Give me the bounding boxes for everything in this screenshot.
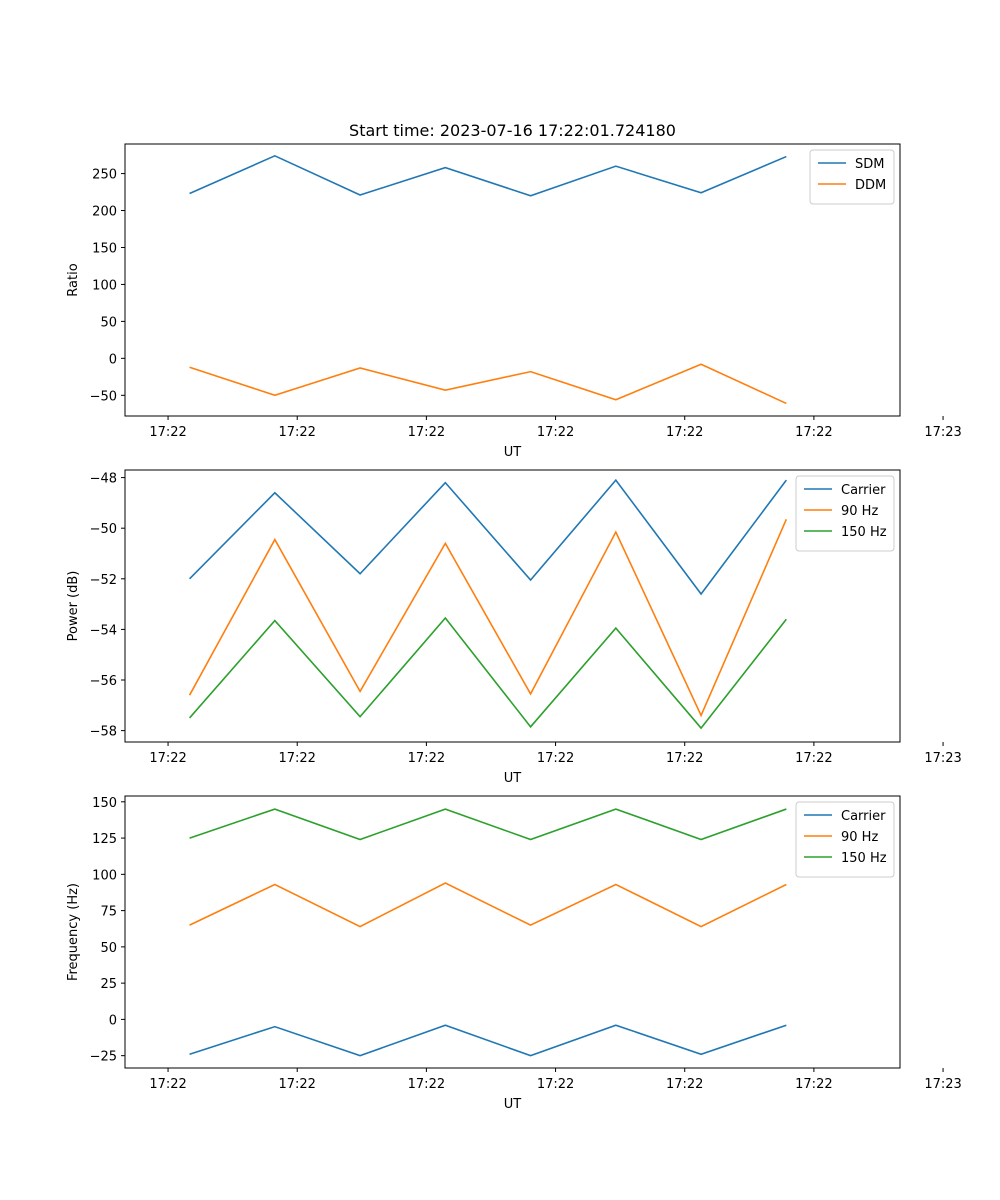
x-axis-label: UT [504, 771, 522, 786]
legend-box [795, 475, 895, 552]
legend-label: Carrier [841, 809, 886, 824]
series-line-carrier [189, 1024, 787, 1057]
legend-label: 90 Hz [841, 504, 878, 519]
y-tick-label: −48 [90, 472, 117, 487]
y-tick-label: −58 [90, 725, 117, 740]
series-line-ddm [189, 363, 787, 405]
y-tick-label: −25 [90, 1050, 117, 1065]
y-axis-label: Ratio [66, 263, 81, 296]
y-tick-label: −50 [90, 389, 117, 404]
series-line-90-hz [189, 882, 787, 928]
y-tick-label: 125 [92, 832, 117, 847]
x-tick-label: 17:22 [537, 425, 574, 440]
x-tick-label: 17:23 [924, 1077, 961, 1092]
x-tick-label: 17:23 [924, 425, 961, 440]
x-axis-label: UT [504, 445, 522, 460]
legend: Carrier 90 Hz 150 Hz [795, 475, 895, 552]
x-tick-label: 17:22 [795, 1077, 832, 1092]
y-tick-label: −56 [90, 674, 117, 689]
legend: SDM DDM [809, 149, 895, 205]
series-line-90-hz [188, 519, 788, 718]
legend-label: 150 Hz [841, 851, 887, 866]
x-tick-label: 17:22 [666, 751, 703, 766]
y-tick-label: −52 [90, 573, 117, 588]
series-line-sdm [189, 154, 787, 197]
x-tick-label: 17:23 [924, 751, 961, 766]
axes-frame [124, 795, 901, 1069]
axes-frame [124, 143, 901, 417]
chart-panel-1: Start time: 2023-07-16 17:22:01.724180 17… [66, 121, 962, 460]
y-tick-label: −54 [90, 623, 117, 638]
y-tick-label: 75 [100, 905, 117, 920]
y-tick-label: 250 [92, 168, 117, 183]
x-axis-label: UT [504, 1097, 522, 1112]
chart-panel-2: 17:22 17:22 17:22 17:22 17:22 17:22 17:23 −58 −5… [66, 469, 962, 786]
legend: Carrier 90 Hz 150 Hz [795, 801, 895, 878]
y-tick-label: −50 [90, 522, 117, 537]
y-axis-label: Frequency (Hz) [66, 883, 81, 981]
y-tick-label: 0 [109, 1013, 117, 1028]
series-line-150-hz [189, 808, 787, 841]
chart-title: Start time: 2023-07-16 17:22:01.724180 [349, 121, 676, 140]
chart-panel-3: 17:22 17:22 17:22 17:22 17:22 17:22 17:23 −25 0 2… [66, 795, 962, 1112]
y-tick-label: 0 [109, 352, 117, 367]
y-tick-label: 50 [100, 941, 117, 956]
y-tick-label: 100 [92, 278, 117, 293]
y-tick-label: 150 [92, 241, 117, 256]
legend-label: Carrier [841, 483, 886, 498]
x-tick-label: 17:22 [537, 1077, 574, 1092]
series-line-carrier [189, 478, 787, 596]
x-tick-label: 17:22 [278, 425, 315, 440]
y-tick-label: 200 [92, 205, 117, 220]
legend-label: SDM [855, 157, 884, 172]
x-tick-label: 17:22 [408, 425, 445, 440]
y-axis-label: Power (dB) [66, 571, 81, 642]
y-tick-label: 150 [92, 796, 117, 811]
y-tick-label: 50 [100, 315, 117, 330]
series-line-150-hz [188, 616, 787, 730]
x-tick-label: 17:22 [149, 1077, 186, 1092]
axes-frame [124, 469, 901, 743]
x-tick-label: 17:22 [149, 751, 186, 766]
x-tick-label: 17:22 [278, 1077, 315, 1092]
legend-label: 90 Hz [841, 830, 878, 845]
x-tick-label: 17:22 [408, 751, 445, 766]
x-tick-label: 17:22 [408, 1077, 445, 1092]
x-tick-label: 17:22 [666, 1077, 703, 1092]
x-tick-label: 17:22 [795, 751, 832, 766]
x-tick-label: 17:22 [795, 425, 832, 440]
y-tick-label: 25 [100, 977, 117, 992]
legend-label: 150 Hz [841, 525, 887, 540]
x-tick-label: 17:22 [149, 425, 186, 440]
legend-label: DDM [855, 178, 886, 193]
legend-box [795, 801, 895, 878]
x-tick-label: 17:22 [537, 751, 574, 766]
x-tick-label: 17:22 [666, 425, 703, 440]
y-tick-label: 100 [92, 868, 117, 883]
x-tick-label: 17:22 [278, 751, 315, 766]
